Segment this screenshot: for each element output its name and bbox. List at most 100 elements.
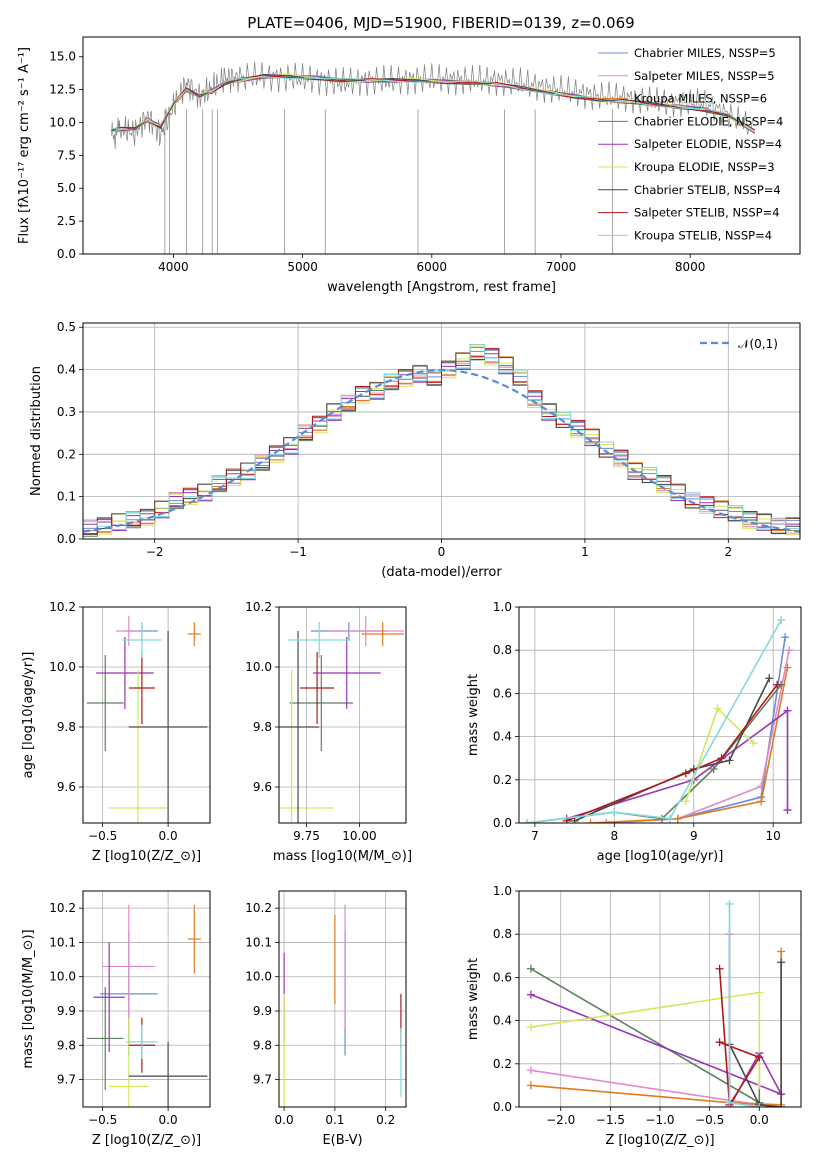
mass-weight-line [566, 684, 778, 822]
y-tick-label: 0.2 [493, 1057, 512, 1071]
x-axis-label: Z [log10(Z/Z_⊙)] [605, 1133, 714, 1148]
legend-label: Kroupa MILES, NSSP=6 [634, 92, 767, 106]
y-tick-label: 10.2 [245, 901, 272, 915]
data-point-marker [783, 806, 792, 815]
data-point-marker [681, 797, 690, 806]
legend-label: Kroupa ELODIE, NSSP=3 [634, 160, 775, 174]
x-tick-label: −0.5 [695, 1113, 724, 1127]
y-tick-label: 10.0 [245, 660, 272, 674]
x-axis-label: E(B-V) [322, 1133, 362, 1148]
plot-area [83, 344, 800, 537]
x-tick-label: 4000 [158, 260, 189, 274]
data-point-marker [713, 704, 722, 713]
x-axis-label: Z [log10(Z/Z_⊙)] [92, 849, 201, 864]
y-tick-label: 9.8 [253, 720, 272, 734]
y-tick-label: 10.0 [49, 660, 76, 674]
data-point-marker [665, 814, 674, 823]
plot-area [526, 899, 786, 1107]
y-tick-label: 0.6 [493, 686, 512, 700]
y-tick-label: 9.6 [57, 780, 76, 794]
mass-weight-line [685, 707, 754, 802]
y-tick-label: 0.0 [57, 247, 76, 261]
y-tick-label: 0.2 [493, 773, 512, 787]
y-tick-label: 10.1 [49, 935, 76, 949]
y-tick-label: 5.0 [57, 181, 76, 195]
y-tick-label: 1.0 [493, 884, 512, 898]
x-tick-label: −2.0 [546, 1113, 575, 1127]
chart-residuals: −2 −1 0 1 2 0.0 0.1 0.2 0.3 0.4 0.5 𝒩(0,1) (data-mod… [29, 320, 801, 580]
plot-area [111, 61, 756, 254]
y-axis-label: age [log10(age/yr)] [21, 652, 36, 779]
y-tick-label: 0.1 [57, 490, 76, 504]
mass-weight-line [566, 709, 789, 820]
mass-weight-line [590, 667, 789, 823]
data-point-marker [755, 1081, 764, 1090]
data-point-marker [725, 1098, 734, 1107]
x-tick-label: 10 [766, 829, 781, 843]
y-axis-label: Normed distribution [29, 366, 44, 496]
axes-frame [82, 606, 211, 824]
x-tick-label: 7 [531, 829, 539, 843]
y-axis-label: mass [log10(M/M_⊙)] [21, 929, 36, 1068]
data-point-marker [526, 1023, 535, 1032]
mass-weight-line [728, 962, 782, 1107]
spectrum-model-line [111, 76, 756, 132]
mass-weight-line [718, 968, 761, 1107]
plot-area [86, 904, 208, 1107]
y-tick-label: 10.2 [245, 600, 272, 614]
x-tick-label: −0.5 [88, 829, 117, 843]
x-tick-label: 9 [690, 829, 698, 843]
x-axis-label: age [log10(age/yr)] [597, 849, 724, 864]
legend-label: Salpeter MILES, NSSP=5 [634, 69, 775, 83]
y-tick-label: 9.8 [253, 1038, 272, 1052]
x-tick-label: 10.00 [342, 829, 376, 843]
y-tick-label: 10.0 [245, 970, 272, 984]
mass-weight-line [526, 619, 782, 823]
y-tick-label: 9.6 [253, 780, 272, 794]
figure-title: PLATE=0406, MJD=51900, FIBERID=0139, z=0… [247, 14, 634, 32]
plot-area [86, 616, 208, 823]
y-tick-label: 15.0 [49, 50, 76, 64]
y-tick-label: 10.1 [245, 935, 272, 949]
y-axis-label: mass weight [466, 958, 481, 1040]
chart-massweight-vs-Z: −2.0 −1.5 −1.0 −0.5 0.0 0.0 0.2 0.4 0.6 0.8 1.0 Z [… [466, 884, 802, 1148]
data-point-marker [777, 958, 786, 967]
legend-label: Chabrier STELIB, NSSP=4 [634, 183, 781, 197]
plot-area [283, 904, 402, 1107]
legend-label: Chabrier MILES, NSSP=5 [634, 46, 776, 60]
data-point-marker [715, 1038, 724, 1047]
data-point-marker [765, 674, 774, 683]
axes-frame [278, 606, 407, 824]
data-point-marker [783, 706, 792, 715]
y-tick-label: 0.6 [493, 970, 512, 984]
y-tick-label: 0.8 [493, 643, 512, 657]
x-tick-label: 8000 [675, 260, 706, 274]
data-point-marker [709, 765, 718, 773]
data-point-marker [755, 988, 764, 997]
legend-label: 𝒩(0,1) [738, 337, 778, 351]
mass-weight-line [574, 677, 770, 822]
chart-age-vs-Z: −0.5 0.0 9.6 9.8 10.0 10.2 Z [log10(Z/Z_⊙)] age… [21, 600, 211, 864]
spectrum-model-line [111, 74, 755, 132]
x-axis-label: wavelength [Angstrom, rest frame] [327, 280, 556, 295]
plot-area [522, 615, 794, 823]
x-tick-label: −0.5 [88, 1113, 117, 1127]
data-point-marker [522, 819, 531, 823]
x-tick-label: −2 [146, 545, 164, 559]
spectrum-data-line [111, 61, 754, 150]
x-tick-label: 0 [438, 545, 446, 559]
x-tick-label: 0.2 [376, 1113, 395, 1127]
data-point-marker [725, 756, 734, 765]
spectrum-model-line [111, 74, 755, 133]
x-tick-label: −1 [289, 545, 307, 559]
y-axis-label: mass weight [466, 674, 481, 756]
data-point-marker [773, 680, 782, 689]
x-tick-label: 1 [581, 545, 589, 559]
y-tick-label: 10.0 [49, 970, 76, 984]
data-point-marker [526, 1066, 535, 1075]
y-tick-label: 1.0 [493, 600, 512, 614]
data-point-marker [757, 797, 766, 806]
legend: Chabrier MILES, NSSP=5 Salpeter MILES, NS… [598, 46, 783, 242]
x-axis-label: mass [log10(M/M_⊙)] [273, 849, 412, 864]
